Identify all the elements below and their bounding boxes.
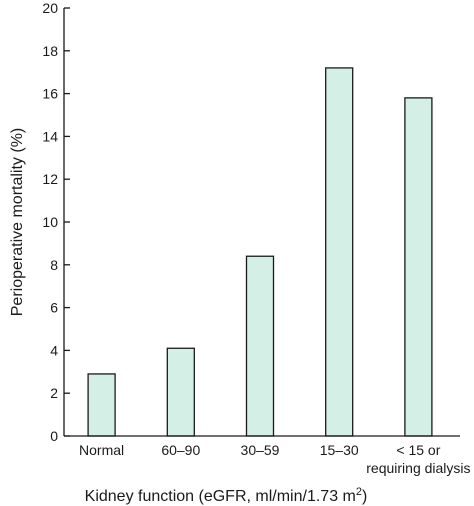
- y-tick-label: 20: [42, 0, 58, 16]
- bar: [245, 255, 275, 437]
- bar: [325, 67, 354, 437]
- y-tick-label: 14: [42, 128, 58, 144]
- y-tick-label: 12: [42, 171, 58, 187]
- y-axis-ticks: 0 2 4 6 8 10 12 14 16 18 20: [42, 0, 70, 444]
- y-axis-label: Perioperative mortality (%): [9, 128, 26, 317]
- y-tick-label: 4: [50, 342, 58, 358]
- bars: [87, 67, 433, 437]
- x-axis-label: Kidney function (eGFR, ml/min/1.73 m2): [85, 486, 368, 505]
- x-tick-label: 30–59: [241, 442, 280, 458]
- bar: [166, 347, 195, 437]
- x-axis-tick-labels: Normal 60–90 30–59 15–30 < 15 or requiring di…: [79, 442, 471, 476]
- y-tick-label: 16: [42, 86, 58, 102]
- x-tick-label: < 15 or requiring dialysis: [366, 442, 470, 476]
- bar: [87, 373, 116, 437]
- y-tick-label: 8: [50, 257, 58, 273]
- x-axis-label-superscript: 2: [356, 486, 362, 498]
- y-tick-label: 18: [42, 43, 58, 59]
- y-tick-label: 6: [50, 300, 58, 316]
- x-tick-label: 15–30: [320, 442, 359, 458]
- x-tick-label: Normal: [79, 442, 124, 458]
- y-tick-label: 0: [50, 428, 58, 444]
- x-tick-label: 60–90: [161, 442, 200, 458]
- bar: [404, 97, 433, 437]
- x-axis-label-main: Kidney function (eGFR, ml/min/1.73 m: [85, 488, 356, 505]
- y-tick-label: 2: [50, 385, 58, 401]
- y-tick-label: 10: [42, 214, 58, 230]
- x-axis-label-close: ): [362, 488, 367, 505]
